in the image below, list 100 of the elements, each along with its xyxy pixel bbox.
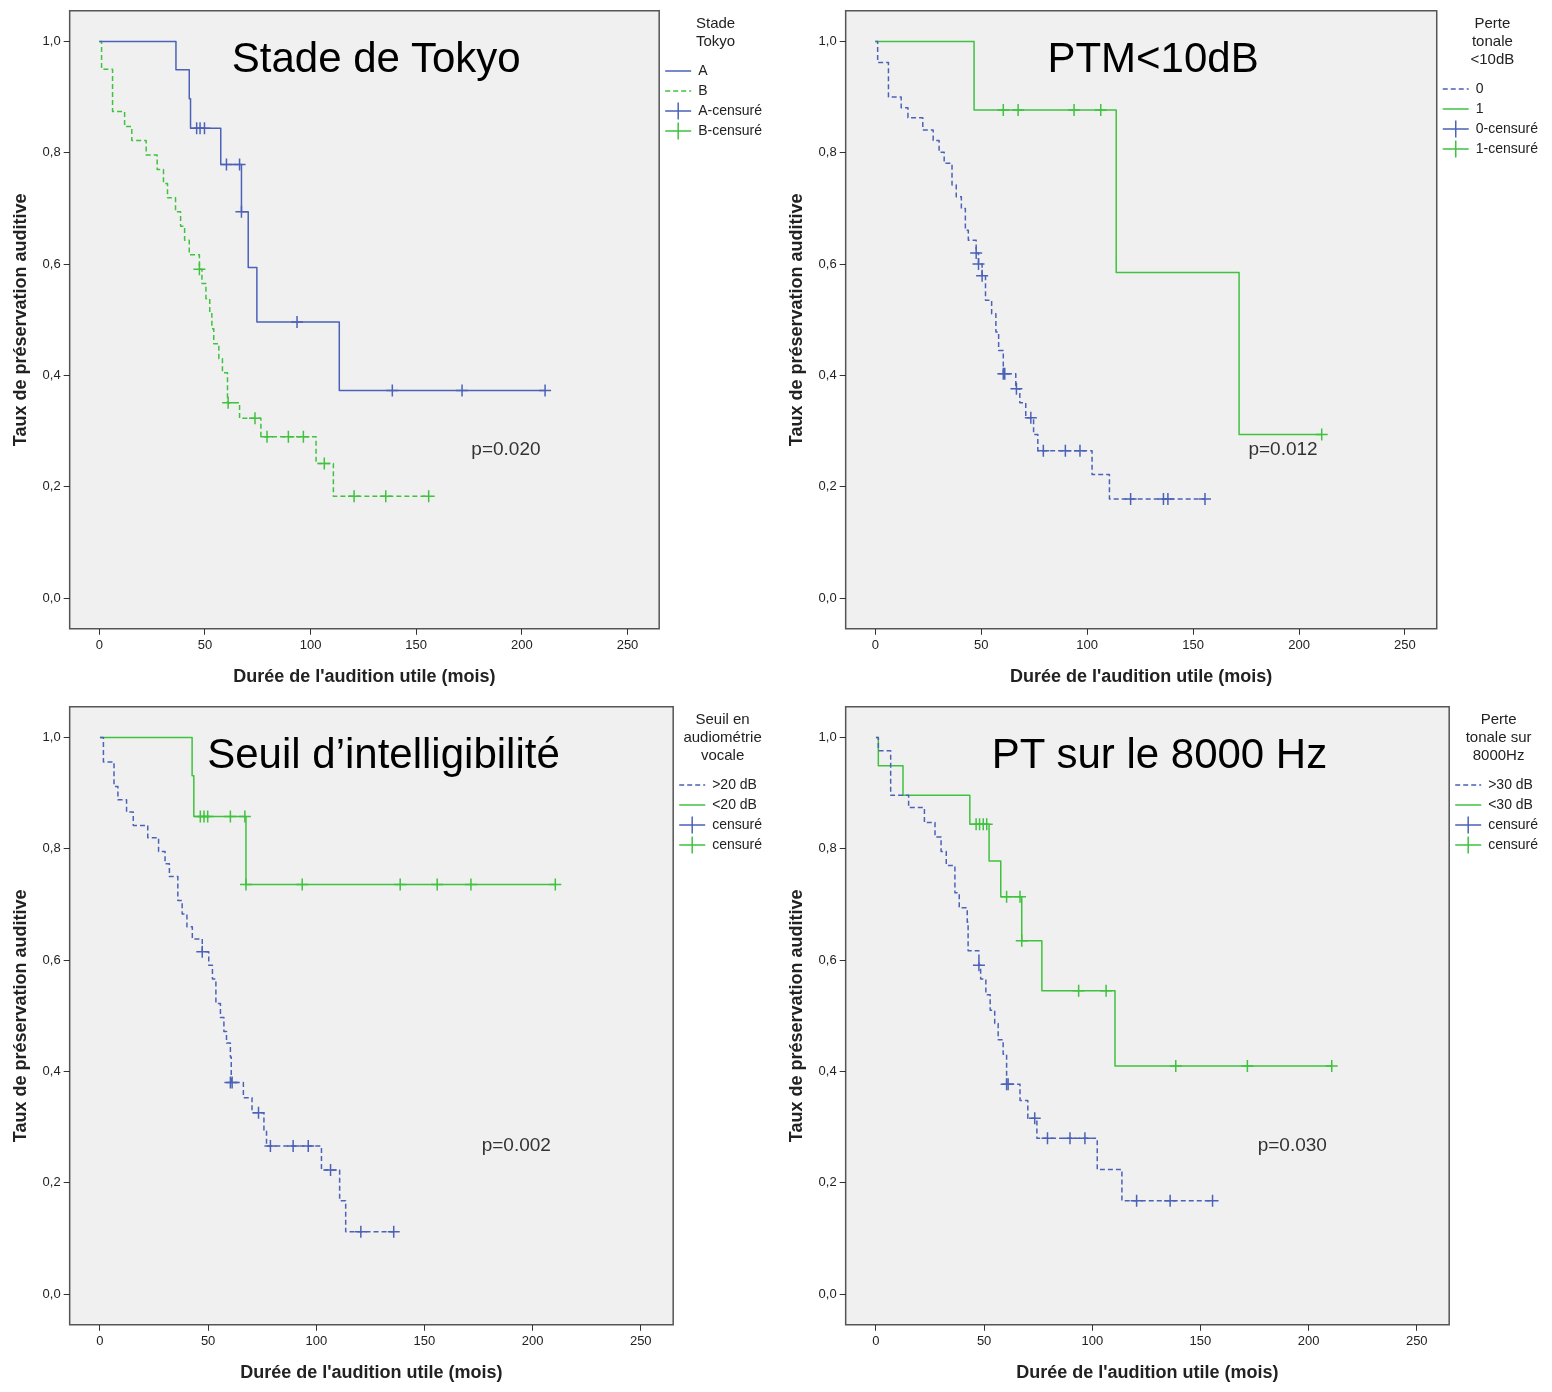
x-tick-label: 250	[629, 1333, 652, 1349]
legend-label: A	[698, 61, 709, 78]
point	[286, 1139, 300, 1153]
y-tick-label: 0,4	[42, 367, 61, 383]
annotation: p=0.012	[1248, 437, 1318, 459]
y-tick-label: 0,2	[42, 1174, 61, 1190]
y-tick-label: 1,0	[42, 729, 61, 744]
legend-label: censuré	[712, 835, 763, 852]
legend-label: B-censuré	[698, 121, 763, 138]
annotation: p=0.002	[481, 1133, 551, 1155]
y-tick-label: 0,8	[818, 840, 837, 856]
x-tick-label: 200	[511, 637, 533, 653]
y-tick-label: 0,8	[42, 840, 61, 856]
x-tick-label: 50	[976, 1333, 992, 1349]
x-axis-title: Durée de l'audition utile (mois)	[233, 666, 496, 687]
x-tick-label: 0	[95, 637, 103, 653]
x-tick-label: 250	[616, 637, 639, 653]
point	[263, 1139, 278, 1153]
point	[1024, 411, 1038, 425]
x-tick-label: 250	[1405, 1333, 1428, 1349]
x-tick-label: 250	[1394, 637, 1416, 653]
legend-label: A-censuré	[698, 101, 763, 118]
legend-title: Stade Tokyo	[696, 13, 736, 49]
point	[1129, 1193, 1144, 1208]
x-tick-label: 0	[872, 1333, 880, 1349]
point	[301, 1139, 316, 1153]
x-axis-title: Durée de l'audition utile (mois)	[1010, 666, 1273, 687]
y-tick-label: 0,4	[818, 1063, 837, 1079]
point	[354, 1225, 368, 1239]
point	[386, 1225, 401, 1239]
text: Seuil d’intelligibilité	[207, 730, 560, 778]
y-tick-label: 0,6	[42, 255, 61, 271]
point	[221, 396, 235, 410]
y-tick-label: 0,6	[42, 951, 61, 967]
y-tick-label: 0,0	[818, 589, 837, 605]
x-tick-label: 50	[197, 637, 213, 653]
y-tick-label: 1,0	[818, 729, 837, 744]
point	[1063, 1131, 1077, 1146]
y-tick-label: 1,0	[818, 33, 837, 48]
x-axis-title: Durée de l'audition utile (mois)	[1016, 1362, 1279, 1383]
legend-label: censuré	[1488, 835, 1539, 852]
point	[972, 958, 986, 972]
legend-label: <30 dB	[1488, 795, 1533, 812]
y-tick-label: 0,2	[818, 1174, 837, 1190]
point	[1078, 1131, 1092, 1146]
x-tick-label: 50	[200, 1333, 216, 1349]
legend-label: 1	[1475, 99, 1484, 116]
text: PT sur le 8000 Hz	[991, 730, 1328, 778]
legend-label: 0-censuré	[1475, 119, 1539, 136]
y-tick-label: 0,6	[818, 255, 837, 271]
y-axis-title: Taux de préservation auditive	[9, 889, 30, 1143]
y-tick-label: 0,6	[818, 951, 837, 967]
x-tick-label: 50	[974, 637, 989, 653]
point	[975, 269, 989, 283]
y-tick-label: 0,0	[818, 1285, 837, 1301]
y-tick-label: 0,8	[818, 144, 837, 160]
point	[1198, 492, 1212, 506]
y-tick-label: 0,8	[42, 144, 61, 160]
x-tick-label: 100	[1076, 637, 1099, 653]
x-tick-label: 150	[1189, 1333, 1212, 1349]
x-tick-label: 100	[305, 1333, 328, 1349]
y-tick-label: 0,4	[818, 367, 837, 383]
point	[1036, 443, 1051, 458]
text: PTM<10dB	[1047, 34, 1259, 82]
x-axis-title: Durée de l'audition utile (mois)	[240, 1362, 503, 1383]
y-tick-label: 1,0	[42, 33, 61, 48]
x-tick-label: 150	[413, 1333, 436, 1349]
legend-label: >20 dB	[712, 775, 757, 792]
x-tick-label: 150	[1182, 637, 1204, 653]
y-tick-label: 0,0	[42, 589, 61, 605]
y-axis-title: Taux de préservation auditive	[785, 889, 806, 1143]
x-tick-label: 150	[405, 637, 428, 653]
y-tick-label: 0,0	[42, 1285, 61, 1301]
y-tick-label: 0,2	[42, 478, 61, 494]
x-tick-label: 100	[1081, 1333, 1104, 1349]
legend-label: 0	[1475, 79, 1484, 96]
annotation: p=0.030	[1257, 1133, 1327, 1155]
point	[1027, 1111, 1042, 1125]
legend-label: 1-censuré	[1475, 139, 1539, 156]
annotation: p=0.020	[471, 437, 541, 459]
y-axis-title: Taux de préservation auditive	[785, 193, 806, 447]
legend-title: Perte tonale sur 8000Hz	[1465, 709, 1532, 763]
x-tick-label: 0	[96, 1333, 104, 1349]
x-tick-label: 200	[1288, 637, 1310, 653]
y-axis-title: Taux de préservation auditive	[9, 193, 30, 447]
legend-title: Seuil en audiométrie vocale	[683, 709, 762, 763]
x-tick-label: 200	[521, 1333, 544, 1349]
text: Stade de Tokyo	[231, 34, 521, 82]
legend-label: censuré	[712, 815, 763, 832]
x-tick-label: 0	[871, 637, 879, 653]
x-tick-label: 200	[1297, 1333, 1320, 1349]
point	[260, 429, 274, 444]
legend-title: Perte tonale <10dB	[1470, 13, 1515, 67]
legend-label: <20 dB	[712, 795, 757, 812]
legend-label: B	[698, 81, 708, 98]
legend-label: censuré	[1488, 815, 1539, 832]
legend-label: >30 dB	[1488, 775, 1533, 792]
y-tick-label: 0,2	[818, 478, 837, 494]
y-tick-label: 0,4	[42, 1063, 61, 1079]
x-tick-label: 100	[299, 637, 322, 653]
